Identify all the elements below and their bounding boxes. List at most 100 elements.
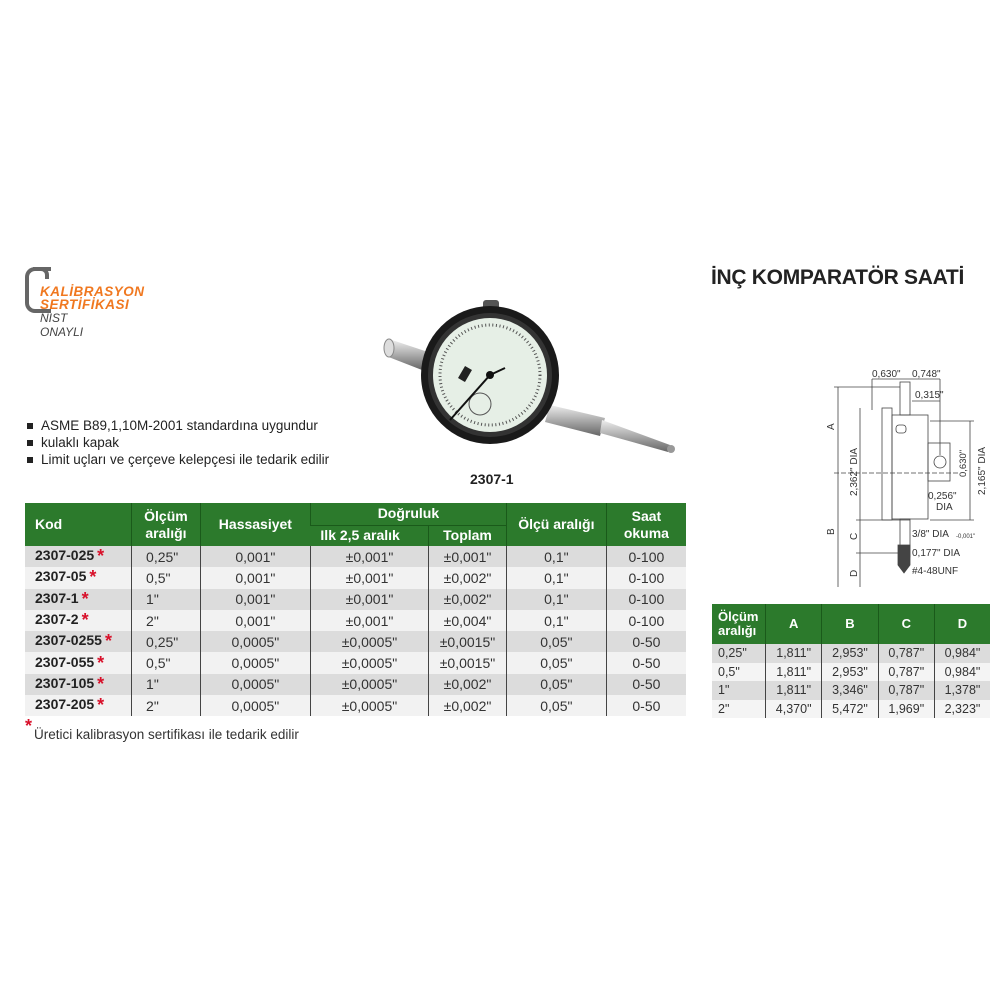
col-d: D (933, 604, 990, 644)
cell-kod: 2307-0255 * (25, 631, 132, 653)
cell-olcu: 0,05" (505, 673, 607, 696)
cell-toplam: ±0,002" (428, 695, 507, 717)
cell-saat: 0-100 (605, 609, 686, 632)
col-kod: Kod (25, 503, 132, 546)
col-saat: Saat okuma (605, 503, 686, 546)
cell-c: 1,969" (877, 699, 935, 718)
dim-0630-side: 0,630" (958, 450, 969, 477)
cell-olcu: 0,1" (505, 546, 607, 568)
cell-olcu: 0,05" (505, 695, 607, 717)
cell-olcum: 2" (131, 609, 201, 632)
dim-0256-dia: DIA (936, 502, 953, 513)
cell-ilk: ±0,001" (309, 567, 429, 589)
cell-kod: 2307-055 * (25, 652, 132, 674)
cell-toplam: ±0,004" (428, 609, 507, 632)
asterisk: * (104, 631, 112, 652)
product-model-label: 2307-1 (470, 471, 514, 487)
logo-line-2: SERTİFİKASI (40, 297, 130, 312)
cell-c: 0,787" (877, 681, 935, 700)
cell-olcu: 0,1" (505, 609, 607, 632)
table-row: 0,5" 1,811" 2,953" 0,787" 0,984" (712, 662, 990, 681)
cell-kod: 2307-025 * (25, 546, 132, 568)
cell-hassasiyet: 0,001" (199, 588, 311, 610)
bezel-side (881, 407, 893, 521)
col-hassasiyet: Hassasiyet (199, 503, 311, 546)
cell-ilk: ±0,001" (309, 588, 429, 610)
cell-saat: 0-50 (605, 695, 686, 717)
cell-b: 2,953" (821, 662, 879, 681)
table-row: 2307-105 * 1" 0,0005" ±0,0005" ±0,002" 0,05" 0-… (25, 673, 686, 696)
asterisk: * (97, 673, 105, 694)
table-row: 2307-055 * 0,5" 0,0005" ±0,0005" ±0,0015" 0,05… (25, 652, 686, 674)
dim-tolerance: -0,001" (956, 534, 975, 540)
cell-ilk: ±0,0005" (309, 695, 429, 717)
cell-saat: 0-50 (605, 652, 686, 674)
product-code: 2307-2 (35, 611, 79, 628)
table-row: 1" 1,811" 3,346" 0,787" 1,378" (712, 681, 990, 700)
cell-toplam: ±0,002" (428, 673, 507, 696)
table-row: 0,25" 1,811" 2,953" 0,787" 0,984" (712, 644, 990, 663)
dim-label-c: C (849, 533, 860, 540)
cell-olcum: 2" (131, 695, 201, 717)
stem-top (383, 338, 428, 370)
product-code: 2307-025 (35, 547, 95, 564)
cell-hassasiyet: 0,001" (199, 609, 311, 632)
cell-kod: 2307-205 * (25, 695, 132, 717)
cell-ilk: ±0,0005" (309, 673, 429, 696)
revolution-counter (468, 392, 492, 416)
col-olcum: Ölçüm aralığı (131, 503, 201, 546)
product-code: 2307-05 (35, 568, 87, 585)
dim-0256: 0,256" (928, 491, 957, 502)
cell-hassasiyet: 0,0005" (199, 652, 311, 674)
product-code: 2307-205 (35, 696, 95, 713)
cell-hassasiyet: 0,0005" (199, 695, 311, 717)
col-c: C (877, 604, 935, 644)
dim-0630-top: 0,630" (872, 369, 901, 380)
feature-list: ASME B89,1,10M-2001 standardına uygundur… (27, 417, 329, 468)
cell-d: 0,984" (933, 662, 990, 681)
dimensions-table: Ölçüm aralığı A B C D 0,25" 1,811" 2,953" 0,… (712, 604, 990, 718)
cell-toplam: ±0,001" (428, 546, 507, 568)
cell-olcum: 1" (131, 588, 201, 610)
cell-olcum: 0,5" (131, 567, 201, 589)
cell-r: 0,5" (712, 662, 766, 681)
page-title: İNÇ KOMPARATÖR SAATİ (711, 266, 964, 289)
asterisk: * (25, 716, 33, 736)
cell-a: 1,811" (764, 681, 822, 700)
dim-0315: 0,315" (915, 390, 944, 401)
stem-bottom (545, 405, 675, 453)
asterisk: * (89, 567, 97, 588)
dim-38-dia: 3/8" DIA (912, 529, 949, 540)
dim-2165: 2,165" DIA (977, 447, 988, 495)
product-code: 2307-0255 (35, 632, 102, 649)
dim-label-a: A (826, 423, 837, 430)
cell-saat: 0-50 (605, 673, 686, 696)
col-b: B (821, 604, 879, 644)
cell-toplam: ±0,0015" (428, 631, 507, 653)
asterisk: * (81, 588, 89, 609)
table-row: 2307-205 * 2" 0,0005" ±0,0005" ±0,002" 0,05" 0-… (25, 695, 686, 717)
cell-toplam: ±0,002" (428, 588, 507, 610)
logo-line-3: NIST ONAYLI (40, 311, 84, 339)
col-dogruluk: Doğruluk (309, 503, 507, 526)
product-code: 2307-1 (35, 589, 79, 606)
cell-olcum: 1" (131, 673, 201, 696)
footnote: * Üretici kalibrasyon sertifikası ile te… (25, 716, 299, 742)
cell-toplam: ±0,0015" (428, 652, 507, 674)
cell-c: 0,787" (877, 644, 935, 663)
table-row: 2" 4,370" 5,472" 1,969" 2,323" (712, 699, 990, 718)
feature-item: Limit uçları ve çerçeve kelepçesi ile te… (27, 451, 329, 468)
cell-saat: 0-100 (605, 546, 686, 568)
cell-olcum: 0,25" (131, 631, 201, 653)
feature-item: kulaklı kapak (27, 434, 329, 451)
dim-label-b: B (826, 528, 837, 535)
table-row: 2307-0255 * 0,25" 0,0005" ±0,0005" ±0,0015" 0,… (25, 631, 686, 653)
cell-a: 4,370" (764, 699, 822, 718)
cell-olcu: 0,05" (505, 652, 607, 674)
cell-ilk: ±0,0005" (309, 652, 429, 674)
cell-kod: 2307-2 * (25, 609, 132, 632)
product-code: 2307-055 (35, 653, 95, 670)
cell-r: 0,25" (712, 644, 766, 663)
dim-2362: 2,362" DIA (849, 448, 860, 496)
logo-frame-top (33, 267, 49, 279)
